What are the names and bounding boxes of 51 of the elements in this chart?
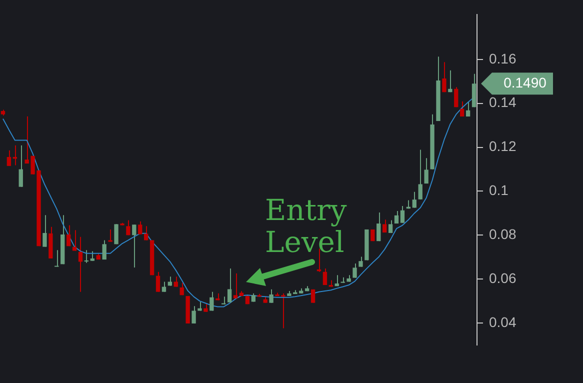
candlestick xyxy=(418,149,422,200)
candlestick xyxy=(358,256,363,268)
candlestick xyxy=(424,158,428,184)
y-tick-label: 0.14 xyxy=(489,94,516,110)
candlestick xyxy=(162,281,166,292)
candlestick xyxy=(102,240,106,260)
candlestick xyxy=(454,86,458,108)
candlestick xyxy=(322,268,328,286)
candlestick xyxy=(400,205,405,224)
annotation: Entry Level xyxy=(265,193,348,259)
y-tick-label: 0.12 xyxy=(489,138,516,154)
candlestick xyxy=(174,276,178,288)
candlestick xyxy=(180,282,184,296)
y-tick-label: 0.04 xyxy=(489,314,516,330)
candlestick xyxy=(412,191,416,208)
candlestick xyxy=(54,250,59,268)
candlestick xyxy=(210,291,214,312)
y-tick-label: 0.1 xyxy=(489,182,509,198)
candlestick xyxy=(388,220,393,234)
candlestick xyxy=(90,250,95,262)
text: 0.1490 xyxy=(504,74,547,90)
candlestick xyxy=(382,219,387,234)
candlestick xyxy=(442,62,446,93)
candlestick xyxy=(472,73,476,108)
candlestick xyxy=(466,102,470,118)
candlestick xyxy=(6,150,12,166)
candlestick xyxy=(227,268,232,303)
candlestick xyxy=(126,220,130,236)
candlestick xyxy=(66,224,71,247)
candlestick xyxy=(233,272,238,299)
candlestick xyxy=(78,236,83,292)
candlestick xyxy=(144,226,148,241)
candlestick xyxy=(460,100,464,118)
y-tick-label: 0.08 xyxy=(489,226,516,242)
candlestick xyxy=(18,144,23,188)
candlestick xyxy=(448,70,452,93)
candlestick xyxy=(310,288,316,304)
candlestick xyxy=(132,224,136,268)
candlestick xyxy=(42,214,47,248)
candlestick xyxy=(269,288,274,304)
candlestick xyxy=(394,210,399,224)
y-tick-label: 0.16 xyxy=(489,50,516,66)
candlestick xyxy=(114,224,118,245)
candlestick xyxy=(138,220,142,235)
candlestick xyxy=(192,306,196,324)
candlestick xyxy=(156,271,160,292)
y-tick-label: 0.06 xyxy=(489,270,516,286)
candlestick xyxy=(72,230,77,252)
candlestick xyxy=(376,212,381,242)
candlestick xyxy=(108,228,112,242)
candlestick xyxy=(352,263,357,278)
